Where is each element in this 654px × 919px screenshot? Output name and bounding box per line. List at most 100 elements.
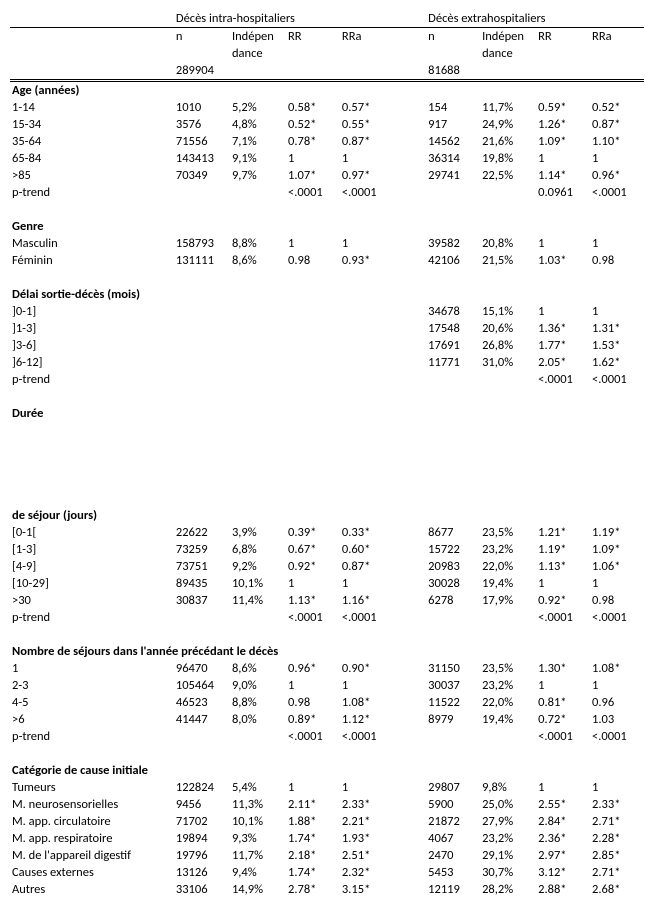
cell-ind2: 19,4%: [480, 711, 536, 728]
cell-rra2: 1.62*: [590, 354, 644, 371]
table-row: M. app. respiratoire198949,3%1.74*1.93* …: [10, 830, 644, 847]
cell-rra1: 2.51*: [340, 847, 407, 864]
cell-rr2: 2.36*: [536, 830, 590, 847]
cell-n2: 36314: [426, 150, 480, 167]
cell-rr2: 0.59*: [536, 99, 590, 116]
table-row: ]3-6] 1769126,8%1.77*1.53*: [10, 337, 644, 354]
cell-rra1: 1: [340, 779, 407, 796]
cell-rra1: 1.93*: [340, 830, 407, 847]
cell-ind1: 8,6%: [230, 660, 286, 677]
header-super-row: Décès intra-hospitaliers Décès extrahosp…: [10, 10, 644, 28]
cell-ind2: 28,2%: [480, 881, 536, 898]
cell-rr2: 1.77*: [536, 337, 590, 354]
blank-row: [10, 490, 644, 507]
cell-n2: 39582: [426, 235, 480, 252]
cell-rr1: <.0001: [286, 184, 340, 201]
cell-n2: 17548: [426, 320, 480, 337]
cell-rr1: 1.74*: [286, 830, 340, 847]
cell-ind1: 4,8%: [230, 116, 286, 133]
cell-label: 65-84: [10, 150, 174, 167]
table-row: >303083711,4%1.13*1.16* 627817,9%0.92*0.…: [10, 592, 644, 609]
cell-n2: 21872: [426, 813, 480, 830]
col-ind2-hdr: Indépen: [480, 28, 536, 46]
cell-rr1: <.0001: [286, 609, 340, 626]
table-row: [1-3]732596,8%0.67*0.60* 1572223,2%1.19*…: [10, 541, 644, 558]
cell-n1: 73751: [174, 558, 230, 575]
cell-rr2: 1.14*: [536, 167, 590, 184]
cell-ind1: 11,3%: [230, 796, 286, 813]
blank-row: [10, 456, 644, 473]
cell-rr1: 1: [286, 677, 340, 694]
cell-rra2: 1.53*: [590, 337, 644, 354]
cell-ind1: 10,1%: [230, 575, 286, 592]
cell-rra1: 1: [340, 150, 407, 167]
col-ind1-hdr: Indépen: [230, 28, 286, 46]
mortality-table: Décès intra-hospitaliers Décès extrahosp…: [10, 10, 644, 898]
cell-n1: [174, 728, 230, 745]
cell-label: 1: [10, 660, 174, 677]
cell-rra2: 0.87*: [590, 116, 644, 133]
cell-ind2: 25,0%: [480, 796, 536, 813]
cell-ind1: 9,4%: [230, 864, 286, 881]
col-ind2-hdr2: dance: [480, 45, 536, 62]
cell-ind2: [480, 184, 536, 201]
table-row: p-trend<.0001<.0001 0.0961<.0001: [10, 184, 644, 201]
cell-label: Autres: [10, 881, 174, 898]
cell-rr1: [286, 303, 340, 320]
cell-rr2: 2.05*: [536, 354, 590, 371]
header-extra: Décès extrahospitaliers: [426, 10, 644, 28]
cell-label: M. neurosensorielles: [10, 796, 174, 813]
blank-row: [10, 473, 644, 490]
cell-n1: 96470: [174, 660, 230, 677]
cell-n1: 131111: [174, 252, 230, 269]
cell-rr1: 0.98: [286, 252, 340, 269]
cell-ind2: 26,8%: [480, 337, 536, 354]
cell-rra2: 1.08*: [590, 660, 644, 677]
group-age-title: Age (années): [10, 81, 644, 100]
cell-rr2: 1.30*: [536, 660, 590, 677]
table-row: Causes externes131269,4%1.74*2.32* 54533…: [10, 864, 644, 881]
cell-rr1: 2.78*: [286, 881, 340, 898]
cell-n1: 22622: [174, 524, 230, 541]
group-duree-title-2: de séjour (jours): [10, 507, 644, 524]
cell-rr2: 1.26*: [536, 116, 590, 133]
header-sub-row-2: dance dance: [10, 45, 644, 62]
cell-ind1: 3,9%: [230, 524, 286, 541]
cell-label: p-trend: [10, 184, 174, 201]
cell-label: M. app. respiratoire: [10, 830, 174, 847]
cell-ind1: [230, 184, 286, 201]
cell-rra1: 0.93*: [340, 252, 407, 269]
table-row: [10-29]8943510,1%11 3002819,4%11: [10, 575, 644, 592]
cell-ind1: 9,1%: [230, 150, 286, 167]
col-n2-hdr: n: [426, 28, 480, 46]
cell-rra1: [340, 371, 407, 388]
blank-row: [10, 626, 644, 643]
cell-rra2: 2.28*: [590, 830, 644, 847]
cell-rr1: [286, 320, 340, 337]
cell-n1: 89435: [174, 575, 230, 592]
cell-label: Causes externes: [10, 864, 174, 881]
col-rra1-hdr: RRa: [340, 28, 407, 46]
cell-rr1: 0.39*: [286, 524, 340, 541]
cell-ind2: 11,7%: [480, 99, 536, 116]
cell-rr1: 2.11*: [286, 796, 340, 813]
cell-n2: 30028: [426, 575, 480, 592]
cell-rra1: 2.33*: [340, 796, 407, 813]
cell-n2: 8677: [426, 524, 480, 541]
cell-label: 4-5: [10, 694, 174, 711]
cell-rra1: <.0001: [340, 728, 407, 745]
cell-rr2: 1.09*: [536, 133, 590, 150]
cell-n1: [174, 337, 230, 354]
table-row: 1-1410105,2%0.58*0.57* 15411,7%0.59*0.52…: [10, 99, 644, 116]
table-row: 4-5465238,8%0.981.08* 1152222,0%0.81*0.9…: [10, 694, 644, 711]
cell-rr2: 1: [536, 303, 590, 320]
cell-ind1: 11,4%: [230, 592, 286, 609]
cell-rr1: 0.89*: [286, 711, 340, 728]
cell-label: p-trend: [10, 728, 174, 745]
cell-ind2: 19,4%: [480, 575, 536, 592]
cell-rra1: <.0001: [340, 184, 407, 201]
cell-rra1: [340, 354, 407, 371]
cell-ind2: 22,0%: [480, 558, 536, 575]
cell-ind2: 27,9%: [480, 813, 536, 830]
cell-ind2: 30,7%: [480, 864, 536, 881]
